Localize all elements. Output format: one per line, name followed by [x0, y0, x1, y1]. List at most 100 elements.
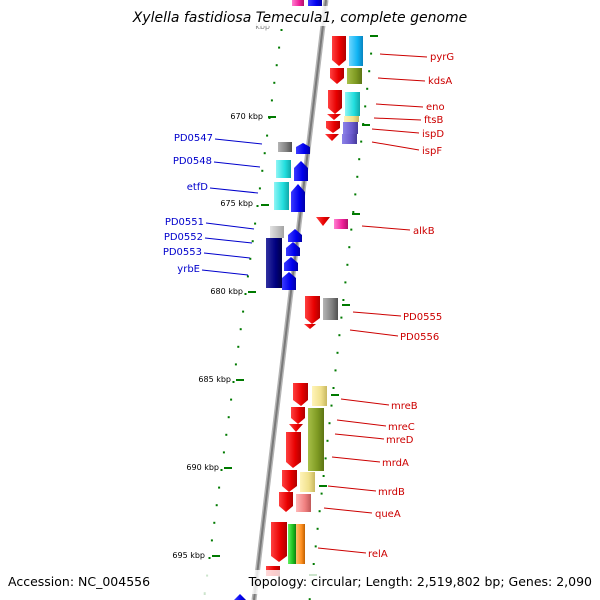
left-label-pd0547[interactable]: PD0547 — [174, 133, 263, 145]
right-label-mrdb[interactable]: mrdB — [327, 485, 405, 498]
gene-arrow-pyrg[interactable] — [332, 36, 346, 66]
gene-arrow-eno[interactable] — [328, 90, 342, 114]
gene-block-mrec[interactable] — [308, 408, 324, 471]
gene-block-rela-2[interactable] — [296, 524, 305, 564]
minor-tick-dot — [334, 369, 337, 372]
minor-tick-dot — [215, 504, 218, 507]
gene-block-eno[interactable] — [345, 92, 360, 116]
minor-tick-dot — [324, 457, 327, 460]
minor-tick-dot — [322, 475, 325, 477]
gene-block-kdsa[interactable] — [347, 68, 362, 84]
right-label-pd0556[interactable]: PD0556 — [349, 329, 439, 343]
gene-block[interactable] — [308, 0, 322, 6]
right-label-kdsa[interactable]: kdsA — [377, 76, 452, 87]
gene-block-mreb[interactable] — [312, 386, 327, 406]
minor-tick-dot — [332, 387, 335, 389]
gene-block-rela[interactable] — [288, 524, 296, 564]
gene-arrow-rela[interactable] — [271, 522, 287, 562]
gene-block-quea[interactable] — [296, 494, 311, 512]
gene-arrow-pd0553[interactable] — [284, 257, 298, 271]
left-label-pd0552[interactable]: PD0552 — [164, 232, 253, 244]
gene-label: ispD — [422, 129, 444, 140]
left-label-etfd[interactable]: etfD — [187, 182, 259, 194]
minor-tick-dot — [266, 134, 269, 137]
gene-arrow-ispf[interactable] — [325, 134, 339, 141]
gene-arrow-pd0547[interactable] — [296, 143, 310, 154]
left-label-pd0548[interactable]: PD0548 — [173, 156, 261, 168]
gene-block-ispf[interactable] — [342, 134, 357, 144]
minor-tick-dot — [244, 293, 247, 295]
right-label-ispf[interactable]: ispF — [371, 141, 442, 157]
gene-label: ftsB — [424, 115, 443, 126]
topology-text: Topology: circular; Length: 2,519,802 bp… — [248, 574, 592, 589]
minor-tick-dot — [364, 105, 367, 108]
gene-arrow-pd0555[interactable] — [305, 296, 320, 324]
minor-tick-dot — [312, 563, 315, 565]
gene-block-ftsb[interactable] — [344, 116, 359, 122]
gene-arrow-alkb[interactable] — [316, 217, 330, 226]
gene-block-pd0552[interactable] — [266, 238, 282, 288]
minor-tick-dot — [368, 70, 371, 73]
right-label-quea[interactable]: queA — [323, 507, 401, 520]
gene-arrow[interactable] — [234, 594, 246, 600]
right-label-mreb[interactable]: mreB — [340, 398, 418, 412]
accession-text: Accession: NC_004556 — [8, 574, 150, 589]
gene-block-mrdb[interactable] — [300, 472, 315, 492]
left-label-pd0553[interactable]: PD0553 — [163, 247, 251, 259]
gene-arrow-pd0551[interactable] — [288, 229, 302, 242]
gene-arrow-mrdb[interactable] — [282, 470, 297, 492]
kbp-tick: 670 kbp — [230, 112, 276, 121]
right-label-pd0555[interactable]: PD0555 — [352, 311, 442, 323]
gene-arrow-quea[interactable] — [279, 492, 293, 512]
gene-arrow-pd0548[interactable] — [294, 161, 308, 181]
kbp-tick-label: 670 kbp — [230, 112, 263, 121]
right-labels: pyrG kdsA eno ftsB ispD ispF alkB PD0555… — [317, 52, 454, 560]
gene-block-pd0548[interactable] — [276, 160, 291, 178]
gene-arrow-kdsa[interactable] — [330, 68, 344, 84]
gene-label: PD0553 — [163, 247, 202, 258]
minor-tick-dot — [356, 175, 359, 178]
left-label-pd0551[interactable]: PD0551 — [165, 217, 255, 230]
right-label-mrda[interactable]: mrdA — [331, 456, 409, 469]
gene-block[interactable] — [292, 0, 304, 6]
minor-tick-dot — [263, 152, 266, 155]
kbp-tick: 690 kbp — [186, 463, 232, 472]
gene-block-etfd[interactable] — [274, 182, 289, 210]
gene-arrow-yrbe[interactable] — [282, 272, 296, 290]
gene-arrow-mred[interactable] — [289, 424, 303, 432]
minor-tick-dot — [318, 510, 321, 513]
gene-arrow-mrda[interactable] — [286, 432, 301, 468]
right-label-ispd[interactable]: ispD — [371, 128, 444, 140]
gene-block-pyrg[interactable] — [349, 36, 363, 66]
gene-block-ispd[interactable] — [343, 122, 358, 134]
kbp-tick-label: 690 kbp — [186, 463, 219, 472]
minor-tick-dot — [280, 29, 283, 31]
gene-block-pd0547[interactable] — [278, 142, 292, 152]
right-label-rela[interactable]: relA — [317, 547, 388, 560]
gene-label: mreD — [386, 435, 414, 446]
right-label-pyrg[interactable]: pyrG — [379, 52, 454, 63]
right-label-eno[interactable]: eno — [375, 102, 445, 113]
gene-block-alkb[interactable] — [334, 219, 348, 229]
kbp-tick: 685 kbp — [198, 375, 244, 384]
right-label-mred[interactable]: mreD — [334, 433, 414, 446]
gene-arrow-pd0556[interactable] — [304, 324, 316, 329]
right-label-alkb[interactable]: alkB — [361, 225, 435, 237]
minor-tick-dot — [213, 521, 216, 524]
right-label-ftsb[interactable]: ftsB — [373, 115, 443, 126]
minor-tick-dot — [308, 598, 311, 600]
gene-arrow-mrec[interactable] — [291, 407, 305, 424]
gene-arrow-etfd[interactable] — [291, 184, 305, 212]
minor-tick-dot — [237, 345, 240, 348]
gene-arrow-ftsb[interactable] — [327, 114, 341, 120]
gene-block-pd0555[interactable] — [323, 298, 338, 320]
left-label-yrbe[interactable]: yrbE — [177, 264, 249, 276]
gene-arrow-pd0552[interactable] — [286, 242, 300, 256]
right-label-mrec[interactable]: mreC — [336, 419, 415, 433]
gene-block-pd0551[interactable] — [270, 226, 284, 238]
gene-arrow-ispd[interactable] — [326, 121, 340, 133]
gene-arrow-mreb[interactable] — [293, 383, 308, 406]
minor-tick-dot — [352, 211, 355, 213]
minor-tick-dot — [328, 422, 331, 425]
kbp-tick: 680 kbp — [210, 287, 256, 296]
